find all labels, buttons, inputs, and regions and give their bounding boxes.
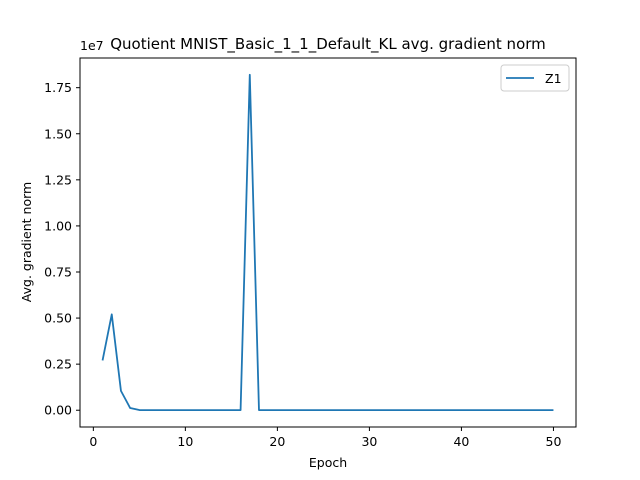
legend: Z1 <box>500 64 570 92</box>
y-tick-label: 0.25 <box>44 357 72 372</box>
x-tick-label: 50 <box>546 434 562 449</box>
legend-box <box>500 64 570 92</box>
x-tick-label: 10 <box>177 434 193 449</box>
x-tick-label: 40 <box>453 434 469 449</box>
y-tick-label: 1.00 <box>44 218 72 233</box>
x-tick-label: 30 <box>361 434 377 449</box>
y-offset-label: 1e7 <box>80 38 104 53</box>
y-tick-label: 0.50 <box>44 311 72 326</box>
x-tick-label: 20 <box>269 434 285 449</box>
series-line-z1 <box>101 73 554 412</box>
y-tick-label: 1.75 <box>44 80 72 95</box>
x-axis-label: Epoch <box>309 455 347 470</box>
y-axis: 0.00 0.25 0.50 0.75 1.00 1.25 1.50 1.75 <box>44 80 80 418</box>
x-tick-label: 0 <box>89 434 97 449</box>
x-axis: 0 10 20 30 40 50 <box>89 427 561 449</box>
y-tick-label: 0.75 <box>44 264 72 279</box>
chart-title: Quotient MNIST_Basic_1_1_Default_KL avg.… <box>110 35 546 54</box>
y-tick-label: 0.00 <box>44 403 72 418</box>
axes-frame <box>79 57 577 428</box>
y-axis-label: Avg. gradient norm <box>19 182 34 302</box>
plot-area <box>101 73 554 412</box>
y-tick-label: 1.50 <box>44 126 72 141</box>
y-tick-label: 1.25 <box>44 172 72 187</box>
legend-label-z1: Z1 <box>545 71 562 86</box>
